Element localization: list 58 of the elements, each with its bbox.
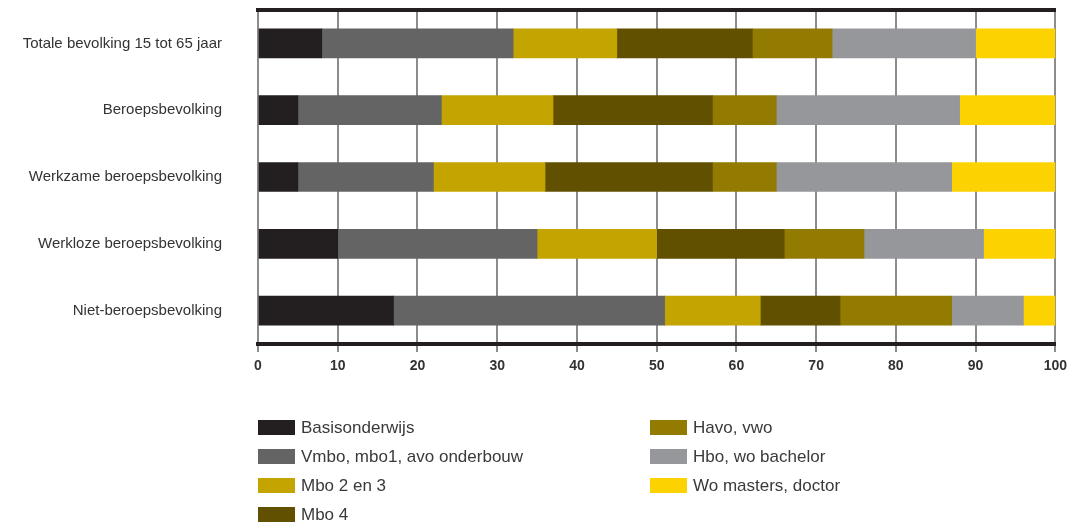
x-tick-label: 50 [648,357,665,374]
bar [752,28,833,59]
x-tick-label: 0 [254,357,263,374]
bar [393,295,665,326]
bar [831,28,976,59]
x-tick-label: 10 [329,357,346,374]
legend-label: Mbo 2 en 3 [301,475,387,496]
bar [983,228,1056,259]
bar [512,28,618,59]
bar [433,162,546,192]
bar [321,28,514,59]
bar [258,162,299,192]
x-tick-label: 70 [808,357,825,374]
bar [863,228,984,259]
bar [664,295,761,326]
bar [712,162,777,192]
bar [951,162,1056,192]
x-tick-label: 90 [967,357,984,374]
legend-label: Wo masters, doctor [693,475,841,496]
y-tick-label: Beroepsbevolking [102,100,222,118]
y-tick-label: Totale bevolking 15 tot 65 jaar [22,33,222,51]
x-tick-label: 80 [888,357,904,374]
bar [656,228,785,259]
bar [975,28,1056,59]
bar [536,228,657,259]
bar [337,228,538,259]
bar [552,95,713,126]
bar [297,95,442,126]
y-tick-label: Werkloze beroepsbevolking [38,233,222,251]
x-tick-label: 30 [489,357,506,374]
bar [959,95,1056,126]
bar [258,295,394,326]
bar [839,295,952,326]
x-tick-label: 60 [728,357,745,374]
bar [775,95,960,126]
bar [1023,295,1056,326]
bar [544,162,713,192]
bar [712,95,777,126]
x-tick-label: 20 [409,357,426,374]
legend-label: Mbo 4 [301,504,349,525]
bar [951,295,1024,326]
legend-label: Havo, vwo [693,417,773,438]
bar [441,95,554,126]
bar [783,228,865,259]
bar [759,295,841,326]
bar [616,28,753,59]
x-tick-label: 100 [1043,357,1068,374]
legend-label: Hbo, wo bachelor [693,446,826,467]
x-tick-label: 40 [569,357,585,374]
bar [775,162,952,192]
bar [258,28,323,59]
y-tick-label: Niet-beroepsbevolking [72,300,222,318]
bar [297,162,434,192]
legend-label: Basisonderwijs [301,417,415,438]
bar [258,228,339,259]
bar [258,95,299,126]
y-tick-label: Werkzame beroepsbevolking [28,167,222,185]
legend-label: Vmbo, mbo1, avo onderbouw [301,446,524,467]
